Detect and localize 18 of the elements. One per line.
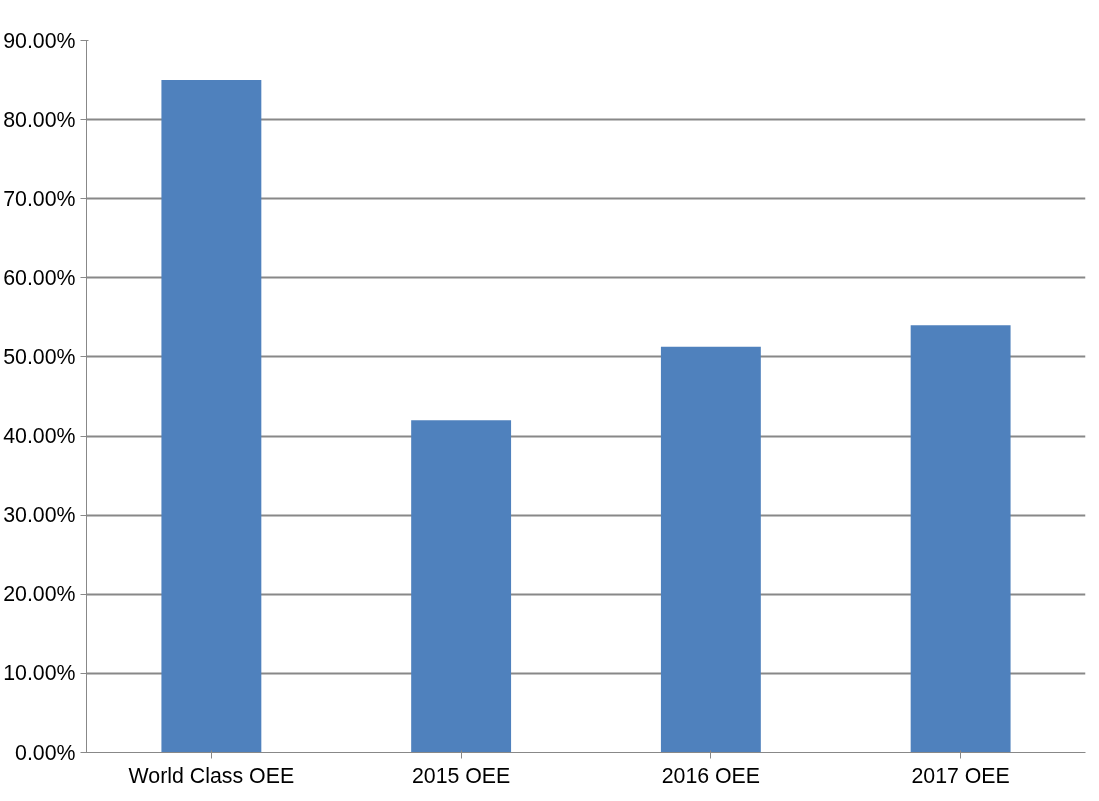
x-tick-label: 2015 OEE (411, 763, 511, 788)
y-tick-label: 70.00% (3, 186, 76, 211)
y-tick-label: 60.00% (3, 265, 76, 290)
y-tick-label: 10.00% (3, 661, 76, 686)
bar (910, 325, 1011, 753)
y-tick-label: 30.00% (3, 503, 76, 528)
y-tick-label: 20.00% (3, 582, 76, 607)
bar (411, 420, 512, 753)
bar (660, 346, 761, 753)
y-tick-label: 90.00% (3, 28, 76, 53)
y-tick-label: 40.00% (3, 424, 76, 449)
x-tick-label: 2016 OEE (661, 763, 761, 788)
x-tick-label: World Class OEE (128, 763, 295, 788)
x-tick-label: 2017 OEE (911, 763, 1010, 788)
y-tick-label: 80.00% (3, 107, 76, 132)
bar (161, 80, 262, 753)
y-tick-label: 0.00% (15, 740, 76, 765)
y-tick-label: 50.00% (3, 344, 76, 369)
